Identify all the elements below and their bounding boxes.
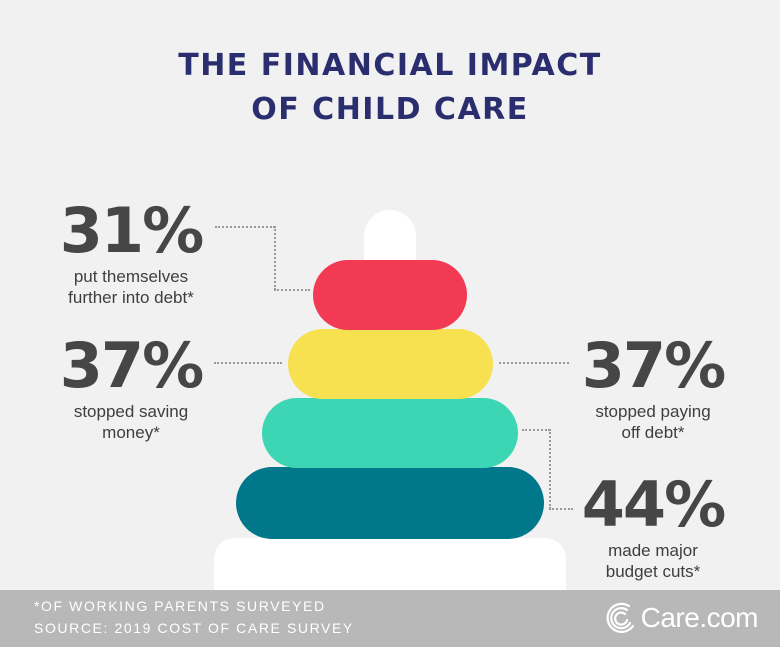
stat-percent: 31% [59, 194, 204, 267]
ring-1 [313, 260, 467, 330]
connector-31-top [215, 226, 275, 228]
connector-31-bottom [274, 289, 310, 291]
brand-name: Care.com [640, 602, 759, 633]
care-com-logo: Care.com [603, 596, 759, 640]
title-line-1: THE FINANCIAL IMPACT [178, 48, 602, 83]
connector-44-bottom [549, 508, 573, 510]
stat-37-paying-debt: 37% stopped paying off debt* [572, 335, 734, 443]
stat-description-line1: made major [608, 541, 698, 560]
stat-description-line2: further into debt* [68, 288, 194, 307]
stat-description-line1: put themselves [73, 267, 189, 286]
ring-2 [288, 329, 493, 399]
page-title: THE FINANCIAL IMPACT OF CHILD CARE [0, 44, 780, 132]
connector-44-top [522, 429, 550, 431]
connector-37-left [214, 362, 282, 364]
stat-37-saving: 37% stopped saving money* [50, 335, 212, 443]
connector-37-right [499, 362, 569, 364]
footer-bar: *OF WORKING PARENTS SURVEYED SOURCE: 201… [0, 590, 780, 647]
stat-description-line1: stopped paying [595, 402, 711, 421]
toy-base [214, 538, 566, 590]
stat-description-line2: off debt* [621, 423, 685, 442]
title-line-2: OF CHILD CARE [251, 92, 529, 127]
connector-31-vertical [274, 226, 276, 290]
stat-31-debt: 31% put themselves further into debt* [50, 200, 212, 308]
ring-3 [262, 398, 518, 468]
footnote-source: SOURCE: 2019 COST OF CARE SURVEY [34, 620, 354, 636]
ring-4 [236, 467, 544, 539]
care-logo-icon [606, 602, 634, 633]
stat-description-line2: budget cuts* [605, 562, 701, 581]
stat-description-line2: money* [102, 423, 160, 442]
stat-44-budget-cuts: 44% made major budget cuts* [572, 474, 734, 582]
stat-percent: 44% [581, 468, 726, 541]
stat-percent: 37% [59, 329, 204, 402]
stat-percent: 37% [581, 329, 726, 402]
connector-44-vertical [549, 429, 551, 509]
footnote-surveyed: *OF WORKING PARENTS SURVEYED [34, 598, 326, 614]
stat-description-line1: stopped saving [73, 402, 189, 421]
